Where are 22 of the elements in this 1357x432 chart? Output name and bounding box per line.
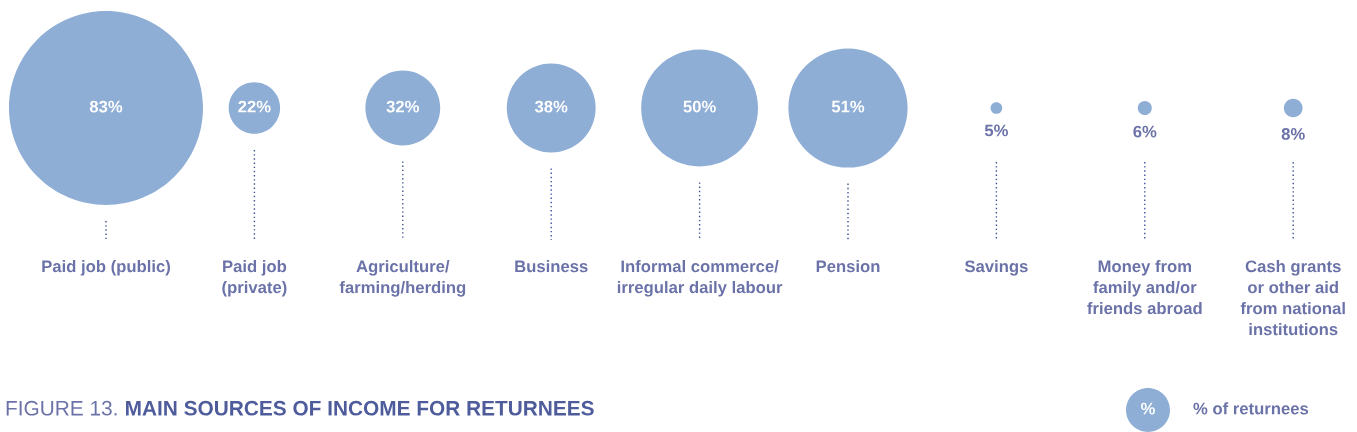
text: MAIN SOURCES OF INCOME FOR RETURNEES (126, 400, 594, 416)
category-label: Agriculture/ farming/herding (339, 260, 466, 297)
category-label: Pension (816, 260, 880, 273)
text: FIGURE 13. (6, 400, 117, 416)
category-label: Paid job (private) (222, 260, 287, 297)
data-label: 50% (683, 100, 716, 113)
data-label: 83% (89, 100, 123, 113)
data-label: 32% (386, 100, 420, 113)
category-label: Money from family and/or friends abroad (1087, 260, 1202, 315)
category-label: Paid job (public) (42, 260, 170, 276)
data-label: 22% (238, 100, 271, 113)
category-label: Informal commerce/ irregular daily labour (617, 260, 783, 297)
text: % (1141, 402, 1155, 415)
category-label: Savings (964, 260, 1028, 276)
data-label: 5% (984, 124, 1009, 137)
data-label: 38% (534, 100, 568, 113)
data-label: 8% (1281, 128, 1305, 140)
data-label: 51% (831, 100, 865, 113)
data-label: 6% (1133, 125, 1157, 138)
text: % of returnees (1193, 402, 1309, 415)
category-label: Business (515, 260, 588, 273)
category-label: Cash grants or other aid from national institutions (1240, 260, 1345, 336)
